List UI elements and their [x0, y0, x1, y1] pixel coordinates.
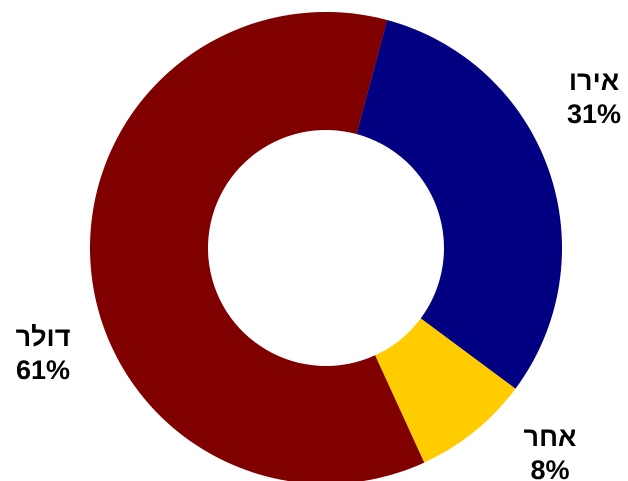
slice-value-euro: 31% — [567, 99, 621, 129]
slice-dollar — [90, 12, 425, 481]
slice-value-other: 8% — [530, 455, 569, 481]
slice-euro — [356, 20, 562, 389]
slice-value-dollar: 61% — [16, 355, 70, 385]
slice-other — [375, 318, 516, 463]
slice-label-dollar: דולר — [16, 322, 71, 352]
slice-label-other: אחר — [524, 422, 577, 452]
slice-label-euro: אירו — [569, 66, 619, 96]
donut-slices — [90, 12, 562, 481]
